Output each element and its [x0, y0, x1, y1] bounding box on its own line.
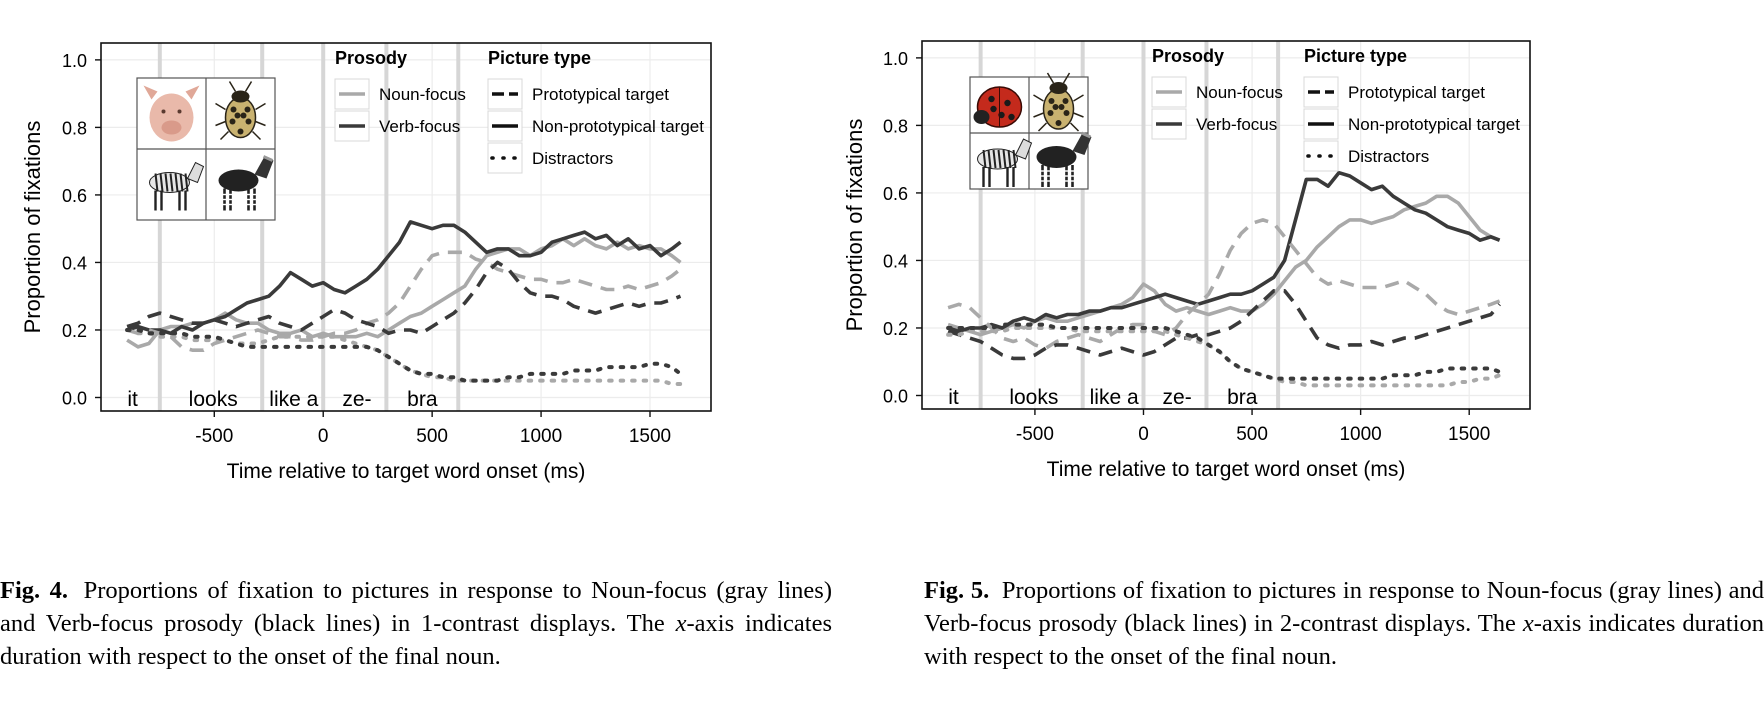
sentence-word: ze-: [342, 388, 371, 411]
x-tick-label: 500: [1236, 424, 1268, 445]
series-line-verb-focus-non-prototypical-target: [947, 170, 1501, 334]
word-boundaries: [978, 41, 1281, 409]
legend-item-label: Verb-focus: [379, 117, 460, 136]
y-tick-label: 0.4: [62, 253, 87, 273]
x-tick-label: 1500: [629, 426, 671, 447]
y-axis: 0.0 0.2 0.4 0.6 0.8 1.0: [62, 51, 101, 408]
fixation-chart-2-contrast: it looks like a ze-bra-500 0 500 1000 15000.00.…: [842, 40, 1531, 481]
caption-label: Fig. 4.: [0, 577, 69, 604]
caption-label: Fig. 5.: [924, 577, 990, 604]
y-tick-label: 0.0: [62, 388, 87, 408]
legend-title-picture: Picture type: [1304, 46, 1407, 66]
x-tick-label: 0: [318, 426, 329, 447]
legend: Prosody Noun-focus Verb-focus Picture type P…: [334, 48, 704, 174]
legend-item-label: Prototypical target: [532, 85, 669, 104]
x-axis: -500 0 500 1000 1500: [195, 411, 671, 447]
series-line-verb-focus-non-prototypical-target: [126, 220, 682, 336]
sentence-word: like a: [1090, 386, 1139, 409]
zebra-icon: [977, 138, 1033, 187]
legend-item-label: Non-prototypical target: [532, 117, 704, 136]
legend-item-label: Verb-focus: [1196, 115, 1277, 134]
x-tick-label: 1000: [1339, 424, 1381, 445]
caption-text-end: -axis indicates duration with respect to…: [924, 610, 1764, 670]
y-tick-label: 1.0: [62, 51, 87, 71]
legend: Prosody Noun-focus Verb-focus Picture type P…: [1151, 46, 1520, 172]
legend-title-prosody: Prosody: [1152, 46, 1224, 66]
y-tick-label: 1.0: [883, 49, 908, 69]
sentence-word: it: [948, 386, 959, 409]
x-tick-label: 1000: [520, 426, 562, 447]
picture-inset: [136, 77, 276, 221]
legend-item-label: Noun-focus: [379, 85, 466, 104]
sentence-word: looks: [1009, 386, 1058, 409]
legend-item-label: Noun-focus: [1196, 83, 1283, 102]
series-line-noun-focus-distractors: [946, 326, 1502, 388]
striped-beetle-icon: [1033, 72, 1084, 132]
legend-item-label: Distractors: [1348, 147, 1429, 166]
series-group: [946, 170, 1502, 388]
series-line-noun-focus-prototypical-target: [947, 218, 1501, 350]
caption-italic: x: [675, 610, 687, 637]
series-group: [125, 220, 683, 386]
legend-item-label: Prototypical target: [1348, 83, 1485, 102]
y-tick-label: 0.8: [62, 118, 87, 138]
word-boundaries: [157, 43, 461, 411]
series-line-verb-focus-prototypical-target: [126, 260, 682, 336]
plot-frame: [921, 40, 1531, 410]
y-tick-label: 0.4: [883, 251, 908, 271]
ladybug-icon: [973, 86, 1023, 128]
legend-title-picture: Picture type: [488, 48, 591, 68]
okapi-icon: [1036, 131, 1092, 187]
x-axis-label: Time relative to target word onset (ms): [1047, 458, 1406, 481]
striped-beetle-icon: [215, 81, 266, 141]
series-line-verb-focus-distractors: [946, 322, 1502, 381]
sentence-words: it looks like a ze-bra: [948, 386, 1258, 409]
sentence-word: bra: [1227, 386, 1258, 409]
caption-text-end: -axis indicates duration with respect to…: [0, 610, 833, 670]
y-tick-label: 0.0: [883, 386, 908, 406]
x-axis-label: Time relative to target word onset (ms): [227, 460, 586, 483]
y-tick-label: 0.8: [883, 116, 908, 136]
x-tick-label: -500: [195, 426, 233, 447]
sentence-word: like a: [269, 388, 318, 411]
y-tick-label: 0.2: [883, 319, 908, 339]
grid: [922, 41, 1530, 409]
y-tick-label: 0.6: [62, 186, 87, 206]
x-tick-label: -500: [1016, 424, 1054, 445]
picture-inset: [969, 72, 1092, 190]
caption-text: Proportions of fixation to pictures in r…: [0, 577, 832, 637]
series-line-verb-focus-prototypical-target: [947, 289, 1501, 361]
zebra-icon: [149, 161, 205, 211]
x-tick-label: 500: [416, 426, 448, 447]
legend-title-prosody: Prosody: [335, 48, 407, 68]
x-tick-label: 0: [1138, 424, 1149, 445]
caption-text: Proportions of fixation to pictures in r…: [924, 577, 1764, 637]
legend-item-label: Non-prototypical target: [1348, 115, 1520, 134]
sentence-word: it: [127, 388, 138, 411]
sentence-word: looks: [189, 388, 238, 411]
sentence-word: ze-: [1163, 386, 1192, 409]
y-axis: 0.0 0.2 0.4 0.6 0.8 1.0: [883, 49, 922, 406]
y-tick-label: 0.6: [883, 184, 908, 204]
y-axis-label: Proportion of fixations: [842, 119, 867, 332]
plot-frame: [100, 42, 712, 412]
sentence-word: bra: [407, 388, 438, 411]
y-tick-label: 0.2: [62, 321, 87, 341]
legend-item-label: Distractors: [532, 149, 613, 168]
pig-icon: [143, 85, 200, 142]
sentence-words: it looks like a ze-bra: [127, 388, 437, 411]
y-axis-label: Proportion of fixations: [20, 121, 45, 334]
x-axis: -500 0 500 1000 1500: [1016, 409, 1490, 445]
caption-italic: x: [1522, 610, 1534, 637]
fixation-chart-1-contrast: it looks like a ze-bra-500 0 500 1000 15000.00.…: [20, 42, 712, 483]
figure-caption: Fig. 5. Proportions of fixation to pictu…: [924, 574, 1764, 673]
figure-caption: Fig. 4. Proportions of fixation to pictu…: [0, 574, 832, 673]
series-line-verb-focus-distractors: [125, 328, 683, 383]
okapi-icon: [218, 155, 274, 211]
x-tick-label: 1500: [1448, 424, 1490, 445]
